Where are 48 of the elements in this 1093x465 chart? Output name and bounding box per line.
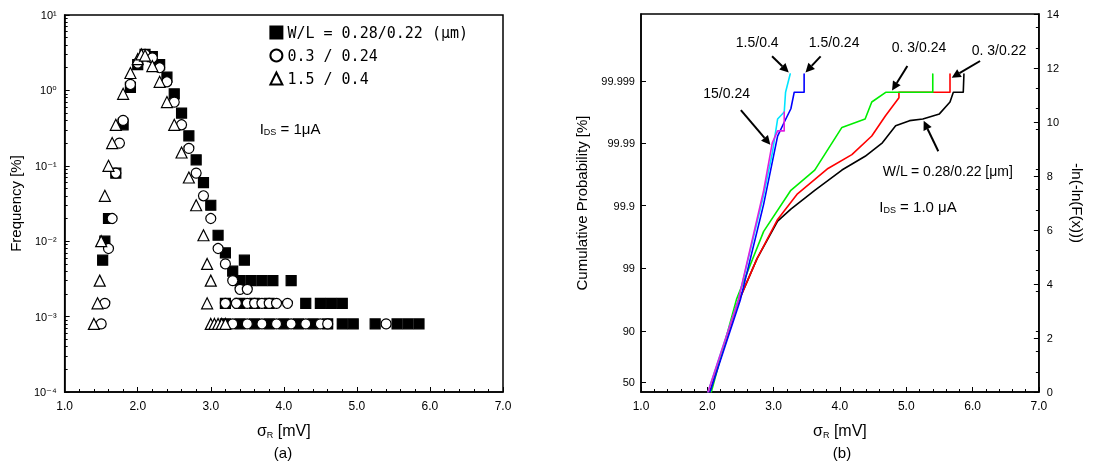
y-tick-label: 10⁻³ [34,310,57,323]
text: (a) [273,443,293,461]
x-tick-label: 4.0 [275,399,293,413]
x-tick-label: 5.0 [897,399,915,413]
annotation: 0. 3/0.24 [891,39,947,56]
text: (b) [832,443,852,461]
y2-tick-label: 6 [1046,224,1053,236]
x-tick-label: 1.0 [632,399,650,413]
y-tick-label: 10⁻¹ [34,159,57,172]
text: 99 [622,261,635,274]
x-tick-label: 5.0 [348,399,366,413]
y2-axis-title: -ln(-ln(F(x))) [1069,163,1086,243]
y-axis-title: Frequency [%] [7,155,24,252]
text: 99.9 [613,199,635,212]
y2-tick-label: 2 [1046,332,1053,344]
x-tick-label: 6.0 [964,399,982,413]
y2-tick-label: 12 [1046,62,1060,74]
annotation: 1.5/0.4 [735,33,779,50]
x-tick-label: 3.0 [202,399,220,413]
y-tick-label: 10¹ [40,9,57,21]
y2-tick-label: 14 [1046,8,1060,20]
x-tick-label: 7.0 [1030,399,1048,413]
y2-tick-label: 10 [1046,116,1060,128]
y-tick-label: 10⁰ [40,84,58,97]
legend-label: 0.3 / 0.24 [287,46,378,65]
x-tick-label: 7.0 [494,399,512,413]
y-tick-label: 10⁻⁴ [33,386,57,398]
x-tick-label: 3.0 [765,399,783,413]
annotation: 1.5/0.24 [808,33,860,50]
y-tick-label: 10⁻² [34,235,57,248]
annotation: 0. 3/0.22 [971,41,1027,58]
y-axis-title: Cumulative Probability [%] [573,115,590,291]
legend-label: 1.5 / 0.4 [287,69,369,88]
x-tick-label: 2.0 [129,399,147,413]
x-tick-label: 6.0 [421,399,439,413]
text: 99.99 [607,137,635,150]
annotation: 15/0.24 [703,85,751,102]
text: 90 [622,325,635,338]
x-tick-label: 1.0 [56,399,74,413]
annotation: W/L = 0.28/0.22 [μm] [882,163,1013,180]
text: 99.999 [601,75,635,88]
x-tick-label: 2.0 [698,399,716,413]
x-tick-label: 4.0 [831,399,849,413]
legend-label: W/L = 0.28/0.22 (μm) [287,23,469,42]
y2-tick-label: 4 [1046,278,1053,290]
text: 50 [622,376,635,389]
y2-tick-label: 8 [1046,170,1053,182]
y2-tick-label: 0 [1046,386,1053,398]
